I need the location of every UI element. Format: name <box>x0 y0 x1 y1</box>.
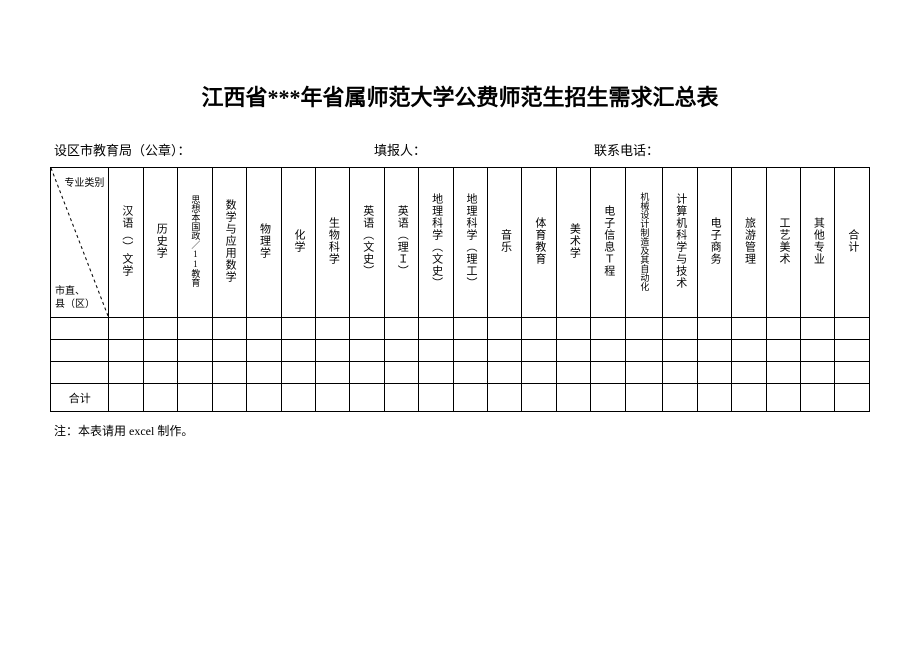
col-header: 机械设计制造及其自动化 <box>625 168 663 318</box>
total-label: 合计 <box>51 384 109 412</box>
col-header: 数学与应用数学 <box>212 168 246 318</box>
meta-row: 设区市教育局（公章）： 填报人： 联系电话： <box>50 140 870 159</box>
col-header: 生物科学 <box>315 168 349 318</box>
table-total-row: 合计 <box>51 384 870 412</box>
meta-reporter: 填报人： <box>374 140 594 159</box>
col-header: 思想本国政／11教育 <box>178 168 212 318</box>
col-header: 其他专业 <box>800 168 834 318</box>
col-header: 电子商务 <box>697 168 731 318</box>
col-header: 旅游管理 <box>732 168 766 318</box>
col-header: 计算机科学与技术 <box>663 168 697 318</box>
col-header: 地理科学（文史） <box>419 168 453 318</box>
col-header: 历史学 <box>143 168 177 318</box>
meta-bureau: 设区市教育局（公章）： <box>54 140 374 159</box>
diagonal-bottom-label: 市直、县（区） <box>55 285 95 311</box>
table-row <box>51 362 870 384</box>
col-header: 电子信息Ｔ程 <box>591 168 625 318</box>
col-header: 汉语（）文学 <box>109 168 143 318</box>
col-header: 音乐 <box>488 168 522 318</box>
diagonal-top-label: 专业类别 <box>64 174 104 189</box>
meta-phone: 联系电话： <box>594 140 866 159</box>
col-header: 英语（文史） <box>350 168 384 318</box>
col-header: 英语（理Ｉ） <box>384 168 418 318</box>
page-title: 江西省***年省属师范大学公费师范生招生需求汇总表 <box>50 80 870 112</box>
col-header: 工艺美术 <box>766 168 800 318</box>
table-row <box>51 340 870 362</box>
col-header: 合计 <box>835 168 870 318</box>
col-header: 体育教育 <box>522 168 556 318</box>
col-header: 地理科学（理工） <box>453 168 487 318</box>
table-row <box>51 318 870 340</box>
table-header-row: 专业类别 市直、县（区） 汉语（）文学 历史学 思想本国政／11教育 数学与应用… <box>51 168 870 318</box>
footnote: 注：本表请用 excel 制作。 <box>50 422 870 439</box>
col-header: 化学 <box>281 168 315 318</box>
col-header: 美术学 <box>556 168 590 318</box>
col-header: 物理学 <box>247 168 281 318</box>
diagonal-header: 专业类别 市直、县（区） <box>51 168 109 318</box>
summary-table: 专业类别 市直、县（区） 汉语（）文学 历史学 思想本国政／11教育 数学与应用… <box>50 167 870 412</box>
